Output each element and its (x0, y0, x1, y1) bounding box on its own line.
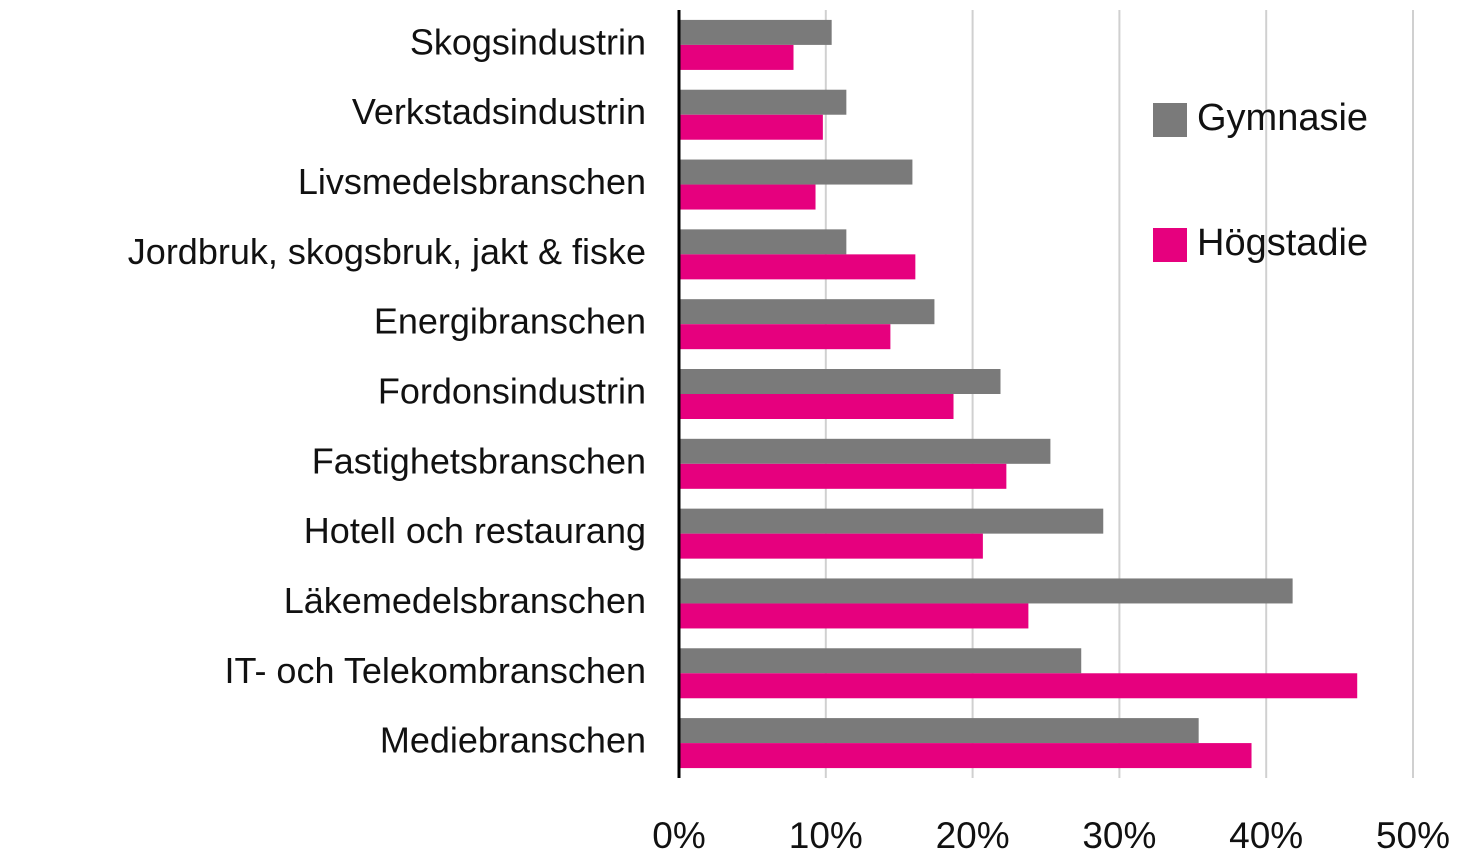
bar (679, 648, 1082, 674)
bar (679, 438, 1051, 464)
y-tick-label: Fastighetsbranschen (312, 440, 646, 481)
y-tick-label: Energibranschen (374, 301, 646, 342)
bar (679, 603, 1029, 629)
bar (679, 463, 1007, 489)
y-tick-label: Fordonsindustrin (378, 371, 646, 412)
bar (679, 369, 1001, 394)
bar (679, 743, 1252, 769)
x-tick-label: 20% (936, 815, 1010, 856)
bar (679, 159, 913, 185)
y-tick-label: Hotell och restaurang (304, 510, 646, 551)
legend-label: Gymnasie (1197, 97, 1368, 139)
x-tick-label: 50% (1376, 815, 1450, 856)
bar (679, 299, 935, 325)
bar (679, 533, 983, 559)
x-tick-label: 40% (1229, 815, 1303, 856)
bar (679, 578, 1293, 604)
legend-swatch (1153, 228, 1187, 262)
x-tick-label: 30% (1082, 815, 1156, 856)
bar (679, 184, 816, 210)
y-tick-label: Skogsindustrin (410, 21, 646, 62)
legend-label: Högstadie (1197, 222, 1368, 264)
y-tick-label: Livsmedelsbranschen (298, 161, 646, 202)
bar (679, 673, 1358, 699)
bar (679, 114, 823, 140)
bar (679, 19, 832, 45)
x-tick-label: 0% (652, 815, 705, 856)
legend-swatch (1153, 103, 1187, 137)
bar (679, 394, 954, 419)
y-tick-label: Mediebranschen (380, 720, 646, 761)
y-tick-label: Jordbruk, skogsbruk, jakt & fiske (128, 231, 646, 272)
bar (679, 718, 1199, 744)
bar (679, 254, 916, 280)
y-tick-label: IT- och Telekombranschen (224, 650, 646, 691)
bar (679, 44, 794, 70)
y-tick-label: Verkstadsindustrin (352, 91, 646, 132)
bar (679, 324, 891, 350)
bar (679, 89, 847, 115)
x-tick-label: 10% (789, 815, 863, 856)
bar (679, 229, 847, 255)
y-tick-label: Läkemedelsbranschen (284, 580, 646, 621)
bar (679, 508, 1104, 534)
